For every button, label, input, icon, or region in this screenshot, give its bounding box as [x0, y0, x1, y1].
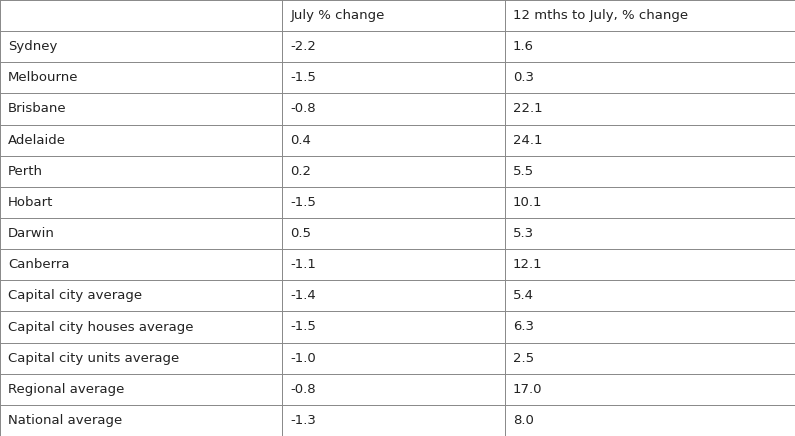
Text: -1.3: -1.3: [290, 414, 316, 427]
Bar: [0, 343, 795, 374]
Bar: [0, 405, 795, 436]
Bar: [0, 374, 795, 405]
Bar: [0, 187, 795, 218]
Text: -2.2: -2.2: [290, 40, 316, 53]
Text: -1.1: -1.1: [290, 258, 316, 271]
Text: July % change: July % change: [290, 9, 385, 22]
Bar: [0, 218, 795, 249]
Bar: [0, 280, 795, 311]
Text: Regional average: Regional average: [8, 383, 124, 396]
Text: 10.1: 10.1: [513, 196, 542, 209]
Text: 0.5: 0.5: [290, 227, 311, 240]
Text: -1.5: -1.5: [290, 72, 316, 84]
Text: 12.1: 12.1: [513, 258, 542, 271]
Text: Perth: Perth: [8, 165, 43, 178]
Text: Adelaide: Adelaide: [8, 134, 66, 146]
Text: 0.3: 0.3: [513, 72, 533, 84]
Text: 5.4: 5.4: [513, 290, 533, 302]
Text: -1.5: -1.5: [290, 320, 316, 334]
Text: -0.8: -0.8: [290, 383, 316, 396]
Text: Melbourne: Melbourne: [8, 72, 79, 84]
Text: -1.5: -1.5: [290, 196, 316, 209]
Bar: [0, 311, 795, 343]
Bar: [0, 156, 795, 187]
Bar: [0, 0, 795, 31]
Text: Canberra: Canberra: [8, 258, 69, 271]
Text: Brisbane: Brisbane: [8, 102, 67, 116]
Bar: [0, 62, 795, 93]
Text: Hobart: Hobart: [8, 196, 53, 209]
Text: 5.5: 5.5: [513, 165, 534, 178]
Text: Capital city units average: Capital city units average: [8, 352, 179, 364]
Text: 22.1: 22.1: [513, 102, 542, 116]
Text: 2.5: 2.5: [513, 352, 534, 364]
Text: National average: National average: [8, 414, 122, 427]
Text: 0.4: 0.4: [290, 134, 311, 146]
Bar: [0, 249, 795, 280]
Text: 17.0: 17.0: [513, 383, 542, 396]
Bar: [0, 31, 795, 62]
Text: 0.2: 0.2: [290, 165, 311, 178]
Text: 5.3: 5.3: [513, 227, 534, 240]
Text: -1.0: -1.0: [290, 352, 316, 364]
Text: 6.3: 6.3: [513, 320, 533, 334]
Text: 1.6: 1.6: [513, 40, 533, 53]
Bar: [0, 125, 795, 156]
Text: Darwin: Darwin: [8, 227, 55, 240]
Text: 8.0: 8.0: [513, 414, 533, 427]
Bar: [0, 93, 795, 125]
Text: Capital city average: Capital city average: [8, 290, 142, 302]
Text: -1.4: -1.4: [290, 290, 316, 302]
Text: Capital city houses average: Capital city houses average: [8, 320, 193, 334]
Text: 24.1: 24.1: [513, 134, 542, 146]
Text: Sydney: Sydney: [8, 40, 57, 53]
Text: -0.8: -0.8: [290, 102, 316, 116]
Text: 12 mths to July, % change: 12 mths to July, % change: [513, 9, 688, 22]
